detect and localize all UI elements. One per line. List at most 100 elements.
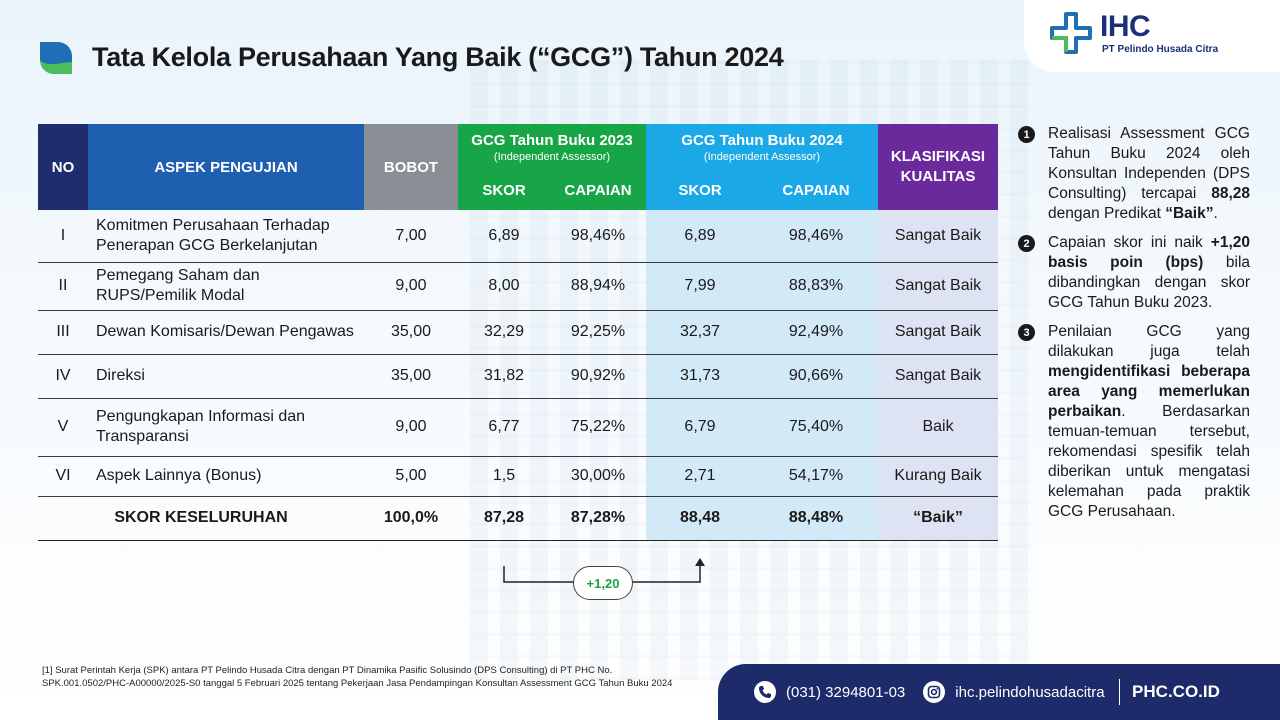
header-gcg-2024-sub: (Independent Assessor) — [703, 150, 821, 163]
cell-no: III — [38, 310, 88, 355]
note-item: 3 Penilaian GCG yang dilakukan juga telah… — [1018, 322, 1250, 522]
cell-capaian-2024: 54,17% — [754, 456, 878, 497]
total-capaian-2024: 88,48% — [754, 496, 878, 541]
instagram-handle[interactable]: ihc.pelindohusadacitra — [955, 683, 1105, 701]
cell-capaian-2024: 75,40% — [754, 398, 878, 457]
table-row: V Pengungkapan Informasi dan Transparansi… — [38, 398, 998, 457]
header-gcg-2023-title: GCG Tahun Buku 2023 — [471, 131, 633, 149]
table-row: VI Aspek Lainnya (Bonus) 5,00 1,5 30,00% 2,71… — [38, 456, 998, 497]
note-number: 1 — [1018, 126, 1035, 143]
cell-no: II — [38, 262, 88, 311]
table-row: IV Direksi 35,00 31,82 90,92% 31,73 90,66% Sang… — [38, 354, 998, 399]
note-item: 1 Realisasi Assessment GCG Tahun Buku 202… — [1018, 124, 1250, 224]
total-skor-2024: 88,48 — [646, 496, 754, 541]
header-skor-2024: SKOR — [646, 170, 754, 210]
website-link[interactable]: PHC.CO.ID — [1132, 682, 1220, 701]
cell-skor-2023: 32,29 — [458, 310, 550, 355]
cell-klasifikasi: Sangat Baik — [878, 310, 998, 355]
note-bold-text: +1,20 basis poin (bps) — [1048, 234, 1250, 271]
cell-skor-2024: 7,99 — [646, 262, 754, 311]
note-text: Penilaian GCG yang dilakukan juga telah — [1048, 323, 1250, 360]
cell-capaian-2024: 98,46% — [754, 210, 878, 263]
header-aspek: ASPEK PENGUJIAN — [88, 124, 364, 210]
cell-skor-2023: 1,5 — [458, 456, 550, 497]
header-skor-2023: SKOR — [458, 170, 550, 210]
cell-aspek: Direksi — [88, 354, 364, 399]
header-capaian-2024: CAPAIAN — [754, 170, 878, 210]
brand-logo: IHC PT Pelindo Husada Citra — [1024, 0, 1280, 72]
header-bobot: BOBOT — [364, 124, 458, 210]
cell-skor-2023: 31,82 — [458, 354, 550, 399]
cell-capaian-2024: 88,83% — [754, 262, 878, 311]
note-number: 2 — [1018, 235, 1035, 252]
cell-skor-2023: 6,77 — [458, 398, 550, 457]
table-row: II Pemegang Saham dan RUPS/Pemilik Modal 9… — [38, 262, 998, 311]
phone-icon — [754, 681, 776, 703]
table-body: I Komitmen Perusahaan Terhadap Penerapan … — [38, 210, 998, 541]
note-text: . — [1213, 205, 1218, 222]
cell-bobot: 9,00 — [364, 262, 458, 311]
header-gcg-2023-sub: (Independent Assessor) — [493, 150, 611, 163]
cell-capaian-2023: 75,22% — [550, 398, 646, 457]
note-number: 3 — [1018, 324, 1035, 341]
cell-bobot: 35,00 — [364, 310, 458, 355]
table-row: I Komitmen Perusahaan Terhadap Penerapan … — [38, 210, 998, 263]
cell-aspek: Pengungkapan Informasi dan Transparansi — [88, 398, 364, 457]
cell-aspek: Aspek Lainnya (Bonus) — [88, 456, 364, 497]
total-skor-2023: 87,28 — [458, 496, 550, 541]
note-bold-text: 88,28 — [1211, 185, 1250, 202]
table-row: III Dewan Komisaris/Dewan Pengawas 35,00 32… — [38, 310, 998, 355]
cell-capaian-2023: 98,46% — [550, 210, 646, 263]
cell-capaian-2023: 92,25% — [550, 310, 646, 355]
header-capaian-2023: CAPAIAN — [550, 170, 646, 210]
ihc-cross-icon — [1050, 12, 1092, 54]
header-no: NO — [38, 124, 88, 210]
cell-skor-2024: 32,37 — [646, 310, 754, 355]
cell-bobot: 9,00 — [364, 398, 458, 457]
logo-mark-icon — [40, 42, 72, 74]
cell-bobot: 7,00 — [364, 210, 458, 263]
note-bold-text: mengidentifikasi beberapa area yang meme… — [1048, 363, 1250, 420]
cell-skor-2024: 6,89 — [646, 210, 754, 263]
cell-klasifikasi: Kurang Baik — [878, 456, 998, 497]
total-label: SKOR KESELURUHAN — [38, 496, 364, 541]
cell-aspek: Dewan Komisaris/Dewan Pengawas — [88, 310, 364, 355]
cell-capaian-2023: 88,94% — [550, 262, 646, 311]
cell-skor-2024: 31,73 — [646, 354, 754, 399]
brand-name: IHC — [1100, 10, 1151, 43]
brand-subtitle: PT Pelindo Husada Citra — [1102, 44, 1219, 55]
note-text: Capaian skor ini naik — [1048, 234, 1211, 251]
cell-no: I — [38, 210, 88, 263]
table-total-row: SKOR KESELURUHAN 100,0% 87,28 87,28% 88,48 88… — [38, 496, 998, 541]
note-item: 2 Capaian skor ini naik +1,20 basis poin … — [1018, 233, 1250, 313]
delta-badge: +1,20 — [573, 566, 633, 600]
cell-klasifikasi: Baik — [878, 398, 998, 457]
note-bold-text: “Baik” — [1165, 205, 1214, 222]
cell-aspek: Pemegang Saham dan RUPS/Pemilik Modal — [88, 262, 364, 311]
header-klasifikasi: KLASIFIKASI KUALITAS — [878, 124, 998, 210]
instagram-icon — [923, 681, 946, 703]
cell-skor-2023: 6,89 — [458, 210, 550, 263]
cell-skor-2024: 2,71 — [646, 456, 754, 497]
cell-no: IV — [38, 354, 88, 399]
cell-klasifikasi: Sangat Baik — [878, 354, 998, 399]
gcg-table: NO ASPEK PENGUJIAN BOBOT GCG Tahun Buku … — [38, 124, 998, 541]
phone-number[interactable]: (031) 3294801-03 — [786, 683, 906, 701]
cell-klasifikasi: Sangat Baik — [878, 262, 998, 311]
header-gcg-2024-title: GCG Tahun Buku 2024 — [681, 131, 843, 149]
note-text: dengan Predikat — [1048, 205, 1166, 222]
total-klasifikasi: “Baik” — [878, 496, 998, 541]
total-capaian-2023: 87,28% — [550, 496, 646, 541]
footnote: [1] Surat Perintah Kerja (SPK) antara PT… — [42, 665, 673, 689]
note-text: bila dibandingkan dengan skor GCG Tahun … — [1048, 254, 1251, 311]
header-gcg-2023: GCG Tahun Buku 2023 (Independent Assesso… — [458, 124, 646, 170]
contact-bar: (031) 3294801-03 ihc.pelindohusadacitra … — [718, 664, 1280, 720]
note-text: Realisasi Assessment GCG Tahun Buku 2024… — [1048, 125, 1250, 202]
cell-skor-2024: 6,79 — [646, 398, 754, 457]
cell-no: VI — [38, 456, 88, 497]
notes-list: 1 Realisasi Assessment GCG Tahun Buku 202… — [1018, 124, 1250, 531]
cell-skor-2023: 8,00 — [458, 262, 550, 311]
contact-divider — [1118, 679, 1121, 705]
cell-capaian-2024: 92,49% — [754, 310, 878, 355]
cell-capaian-2023: 90,92% — [550, 354, 646, 399]
